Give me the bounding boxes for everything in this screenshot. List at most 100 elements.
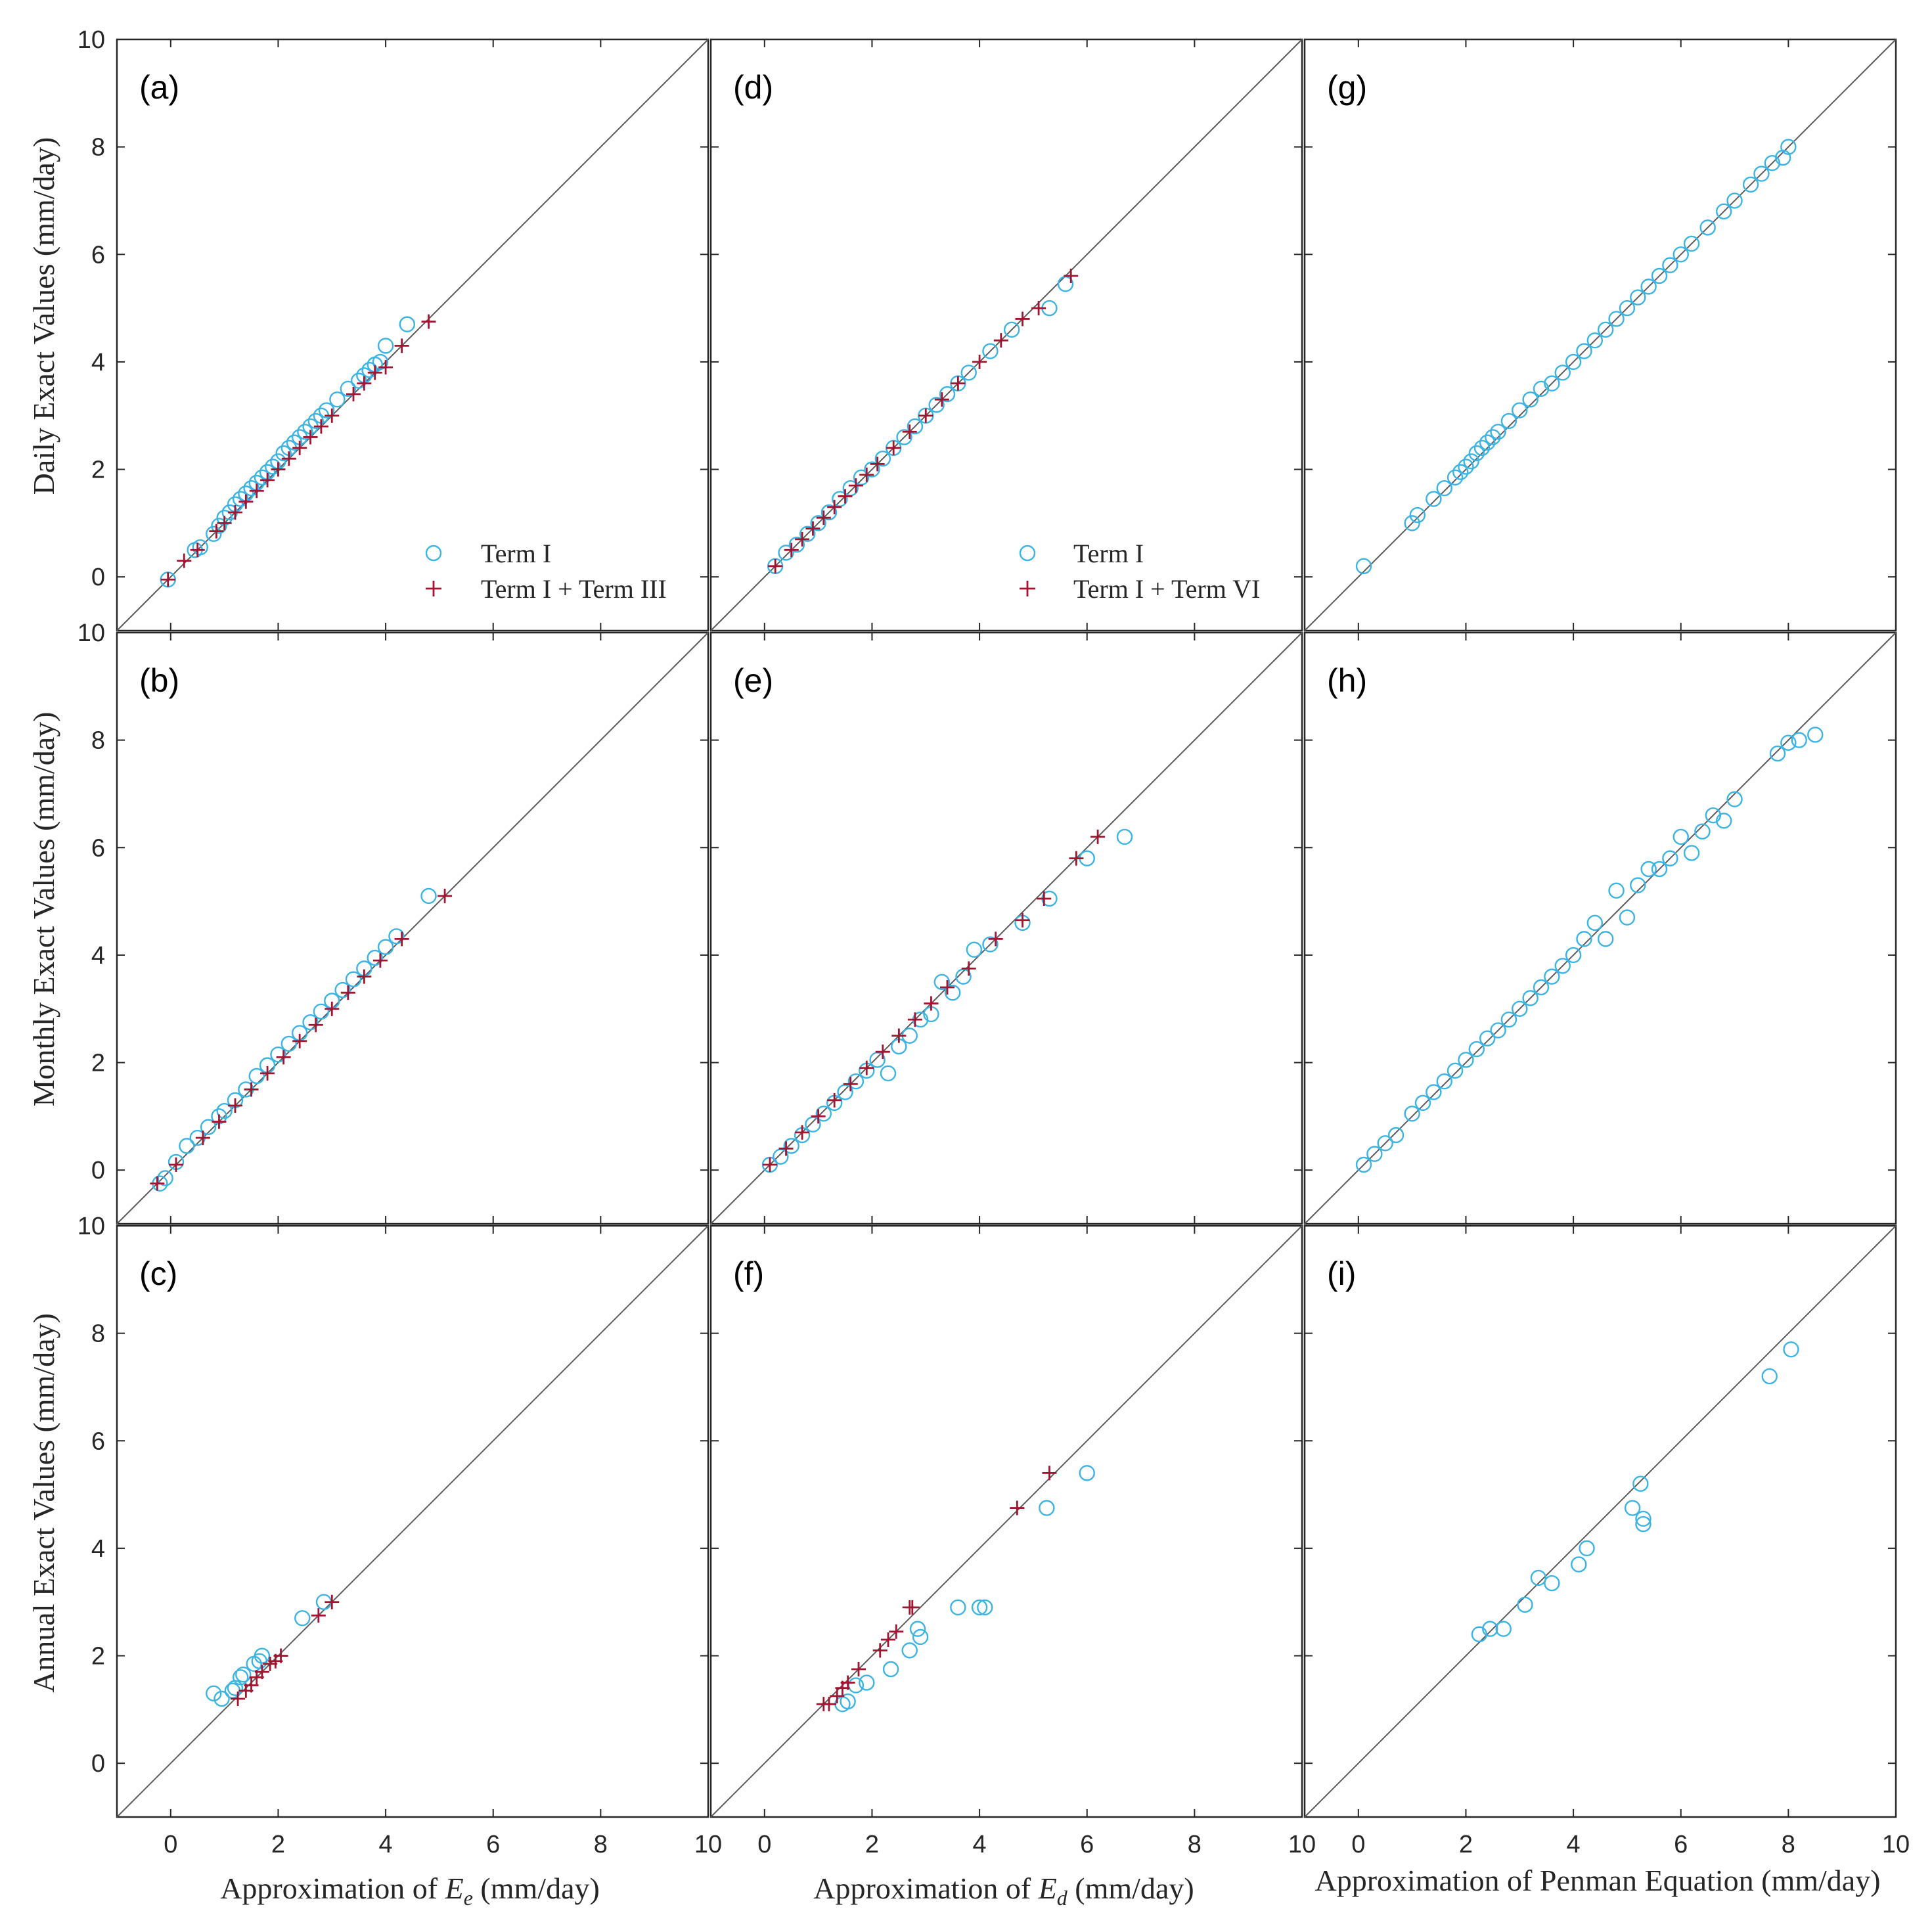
- data-point-term1: [939, 386, 956, 403]
- data-point-term1: [1565, 947, 1582, 964]
- data-point-term1: [1468, 445, 1485, 462]
- panel-label-d: (d): [733, 69, 773, 106]
- data-point-combined: [795, 531, 810, 547]
- data-point-term1: [243, 480, 259, 497]
- legend-a-plus-marker: [426, 581, 441, 596]
- panel-frame-b: [116, 631, 709, 1225]
- x-tick-label: 4: [973, 1831, 987, 1858]
- data-point-combined: [918, 408, 933, 423]
- xlabel-col-2-post: (mm/day): [1067, 1872, 1194, 1905]
- data-point-term1: [783, 1138, 799, 1154]
- legend-panel-a: Term I Term I + Term III: [425, 539, 667, 604]
- data-point-term1: [1619, 300, 1636, 317]
- data-point-term1: [286, 434, 303, 451]
- y-tick-label: 6: [91, 834, 105, 862]
- x-tick-label: 10: [694, 1831, 722, 1858]
- data-point-combined: [273, 1648, 288, 1663]
- data-point-term1: [1387, 1127, 1404, 1144]
- xlabel-col-2: Approximation of Ed (mm/day): [813, 1872, 1194, 1910]
- y-tick-label: 4: [91, 942, 105, 970]
- y-tick-label: 8: [91, 134, 105, 162]
- data-point-term1: [1458, 1052, 1474, 1068]
- data-point-combined: [303, 430, 318, 445]
- data-point-term1: [1783, 1341, 1799, 1358]
- data-point-term1: [1479, 434, 1496, 451]
- data-point-term1: [859, 1674, 875, 1691]
- data-point-combined: [292, 1033, 307, 1048]
- data-point-combined: [940, 980, 955, 995]
- data-point-combined: [340, 985, 355, 1000]
- data-point-term1: [882, 1661, 899, 1678]
- data-point-combined: [848, 478, 863, 493]
- data-point-term1: [216, 1102, 233, 1119]
- data-point-term1: [1694, 823, 1711, 840]
- data-point-term1: [1533, 979, 1550, 996]
- data-point-term1: [192, 539, 209, 556]
- data-point-combined: [394, 931, 409, 947]
- data-point-term1: [1116, 828, 1133, 845]
- data-point-combined: [784, 543, 799, 558]
- data-point-term1: [1530, 1569, 1547, 1586]
- legend-a-term1-label: Term I: [481, 539, 551, 568]
- data-point-term1: [896, 429, 912, 445]
- panel-label-i: (i): [1327, 1255, 1356, 1292]
- data-point-term1: [1726, 192, 1743, 209]
- y-tick-label: 10: [78, 619, 105, 647]
- legend-a-term2-label: Term I + Term III: [481, 574, 667, 604]
- panel-a: 0 2 4 6 8 10 (a): [78, 26, 709, 632]
- data-point-combined: [795, 1125, 810, 1140]
- data-point-term1: [1683, 845, 1700, 861]
- data-point-term1: [1436, 480, 1452, 497]
- data-point-term1: [275, 445, 292, 462]
- data-point-term1: [1500, 1011, 1517, 1028]
- data-point-combined: [1010, 1500, 1025, 1515]
- data-point-term1: [313, 1003, 330, 1020]
- data-point-term1: [928, 397, 945, 413]
- data-point-combined: [822, 1697, 836, 1712]
- data-point-term1: [232, 1669, 249, 1686]
- y-tick-label: 0: [91, 1157, 105, 1184]
- data-point-term1: [1479, 1030, 1496, 1046]
- data-point-combined: [830, 1688, 845, 1703]
- data-point-combined: [177, 553, 192, 568]
- data-point-term1: [372, 353, 389, 370]
- panel-frame-f: [709, 1224, 1303, 1818]
- data-point-combined: [902, 424, 917, 439]
- ylabel-daily: Daily Exact Values (mm/day): [27, 137, 60, 495]
- data-point-combined: [260, 472, 275, 487]
- data-point-combined: [934, 392, 949, 407]
- panel-f: 0 2 4 6 8 10 (f): [709, 1224, 1316, 1858]
- reference-line-y-equals-x: [710, 632, 1303, 1224]
- data-point-term1: [1640, 279, 1657, 295]
- data-point-combined: [421, 314, 436, 329]
- data-point-combined: [805, 521, 820, 536]
- data-point-combined: [346, 387, 361, 401]
- data-point-combined: [394, 338, 409, 353]
- data-point-term1: [778, 545, 794, 561]
- x-tick-label: 6: [1674, 1831, 1688, 1858]
- panel-i: 0 2 4 6 8 10 (i): [1303, 1224, 1910, 1858]
- y-tick-label: 4: [91, 1535, 105, 1563]
- data-point-term1: [248, 1067, 265, 1085]
- y-tick-label: 2: [91, 457, 105, 484]
- data-point-term1: [1482, 1621, 1498, 1637]
- panel-label-g: (g): [1327, 69, 1367, 106]
- reference-line-y-equals-x: [116, 1225, 709, 1818]
- data-point-term1: [1632, 1475, 1649, 1492]
- y-tick-label: 6: [91, 241, 105, 269]
- data-point-combined: [169, 1157, 183, 1172]
- data-point-combined: [292, 440, 307, 455]
- data-point-term1: [1635, 1510, 1651, 1527]
- data-point-term1: [1039, 1500, 1055, 1516]
- data-point-term1: [1624, 1500, 1641, 1516]
- data-point-term1: [213, 1690, 230, 1707]
- data-point-term1: [1463, 453, 1479, 470]
- data-point-combined: [872, 1643, 887, 1658]
- data-point-term1: [901, 1642, 918, 1659]
- panel-frame-g: [1303, 38, 1897, 632]
- data-point-term1: [820, 504, 838, 521]
- data-point-combined: [870, 457, 885, 472]
- xlabel-col-1-pre: Approximation of: [220, 1872, 445, 1905]
- x-tick-label: 6: [1080, 1831, 1094, 1858]
- data-point-term1: [1608, 882, 1625, 899]
